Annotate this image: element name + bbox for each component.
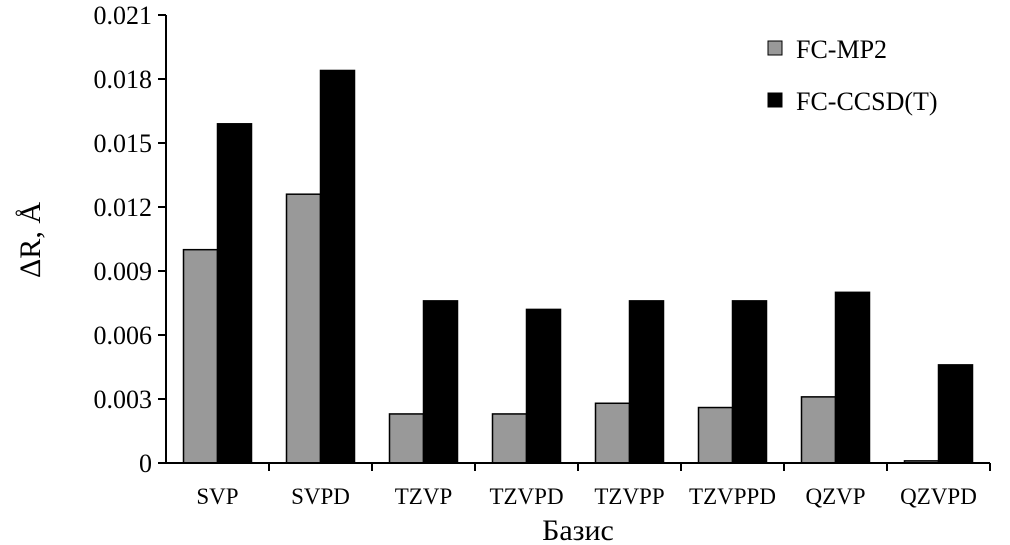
bars bbox=[182, 69, 974, 464]
y-axis-label: ΔR, Å bbox=[14, 202, 47, 278]
bar-fc-ccsdt-svp bbox=[216, 123, 253, 464]
x-category-label: QZVP bbox=[805, 484, 865, 509]
legend-swatch-fc-ccsdt bbox=[767, 92, 783, 108]
y-tick-label: 0.009 bbox=[94, 257, 153, 286]
x-axis-label: Базис bbox=[542, 514, 614, 545]
x-category-label: SVP bbox=[196, 484, 238, 509]
bar-fc-ccsdt-tzvppd bbox=[731, 300, 768, 464]
bar-fc-mp2-svp bbox=[182, 248, 219, 464]
y-tick-label: 0.012 bbox=[94, 193, 153, 222]
x-category-label: SVPD bbox=[291, 484, 350, 509]
y-axis-ticks: 0 0.003 0.006 0.009 0.012 0.015 0.018 0.021 bbox=[94, 1, 166, 478]
x-category-label: TZVPPD bbox=[689, 484, 776, 509]
bar-fc-mp2-tzvppd bbox=[697, 406, 734, 464]
y-tick-label: 0.006 bbox=[94, 321, 153, 350]
y-tick-label: 0 bbox=[139, 449, 152, 478]
bar-fc-ccsdt-svpd bbox=[319, 69, 356, 464]
bar-fc-ccsdt-qzvpd bbox=[937, 364, 974, 464]
y-tick-label: 0.003 bbox=[94, 385, 153, 414]
x-category-label: TZVP bbox=[395, 484, 453, 509]
y-tick-label: 0.018 bbox=[94, 65, 153, 94]
bar-fc-mp2-svpd bbox=[285, 193, 322, 464]
x-category-label: TZVPD bbox=[489, 484, 563, 509]
x-category-label: QZVPD bbox=[900, 484, 977, 509]
bar-fc-mp2-tzvp bbox=[388, 413, 425, 464]
bar-fc-mp2-tzvpd bbox=[491, 413, 528, 464]
legend-label-fc-ccsdt: FC-CCSD(T) bbox=[796, 87, 938, 116]
bar-fc-ccsdt-tzvpp bbox=[628, 300, 665, 464]
bar-fc-ccsdt-tzvpd bbox=[525, 308, 562, 464]
bar-fc-ccsdt-qzvp bbox=[834, 291, 871, 464]
y-tick-label: 0.021 bbox=[94, 1, 153, 30]
legend: FC-MP2 FC-CCSD(T) bbox=[767, 35, 938, 116]
legend-swatch-fc-mp2 bbox=[767, 40, 783, 56]
bar-fc-mp2-tzvpp bbox=[594, 402, 631, 464]
bar-fc-mp2-qzvp bbox=[800, 396, 837, 464]
legend-label-fc-mp2: FC-MP2 bbox=[796, 35, 887, 64]
x-axis-categories: SVP SVPD TZVP TZVPD TZVPP TZVPPD QZVP QZVPD bbox=[196, 463, 991, 509]
y-tick-label: 0.015 bbox=[94, 129, 153, 158]
bar-fc-ccsdt-tzvp bbox=[422, 300, 459, 464]
x-category-label: TZVPP bbox=[594, 484, 664, 509]
